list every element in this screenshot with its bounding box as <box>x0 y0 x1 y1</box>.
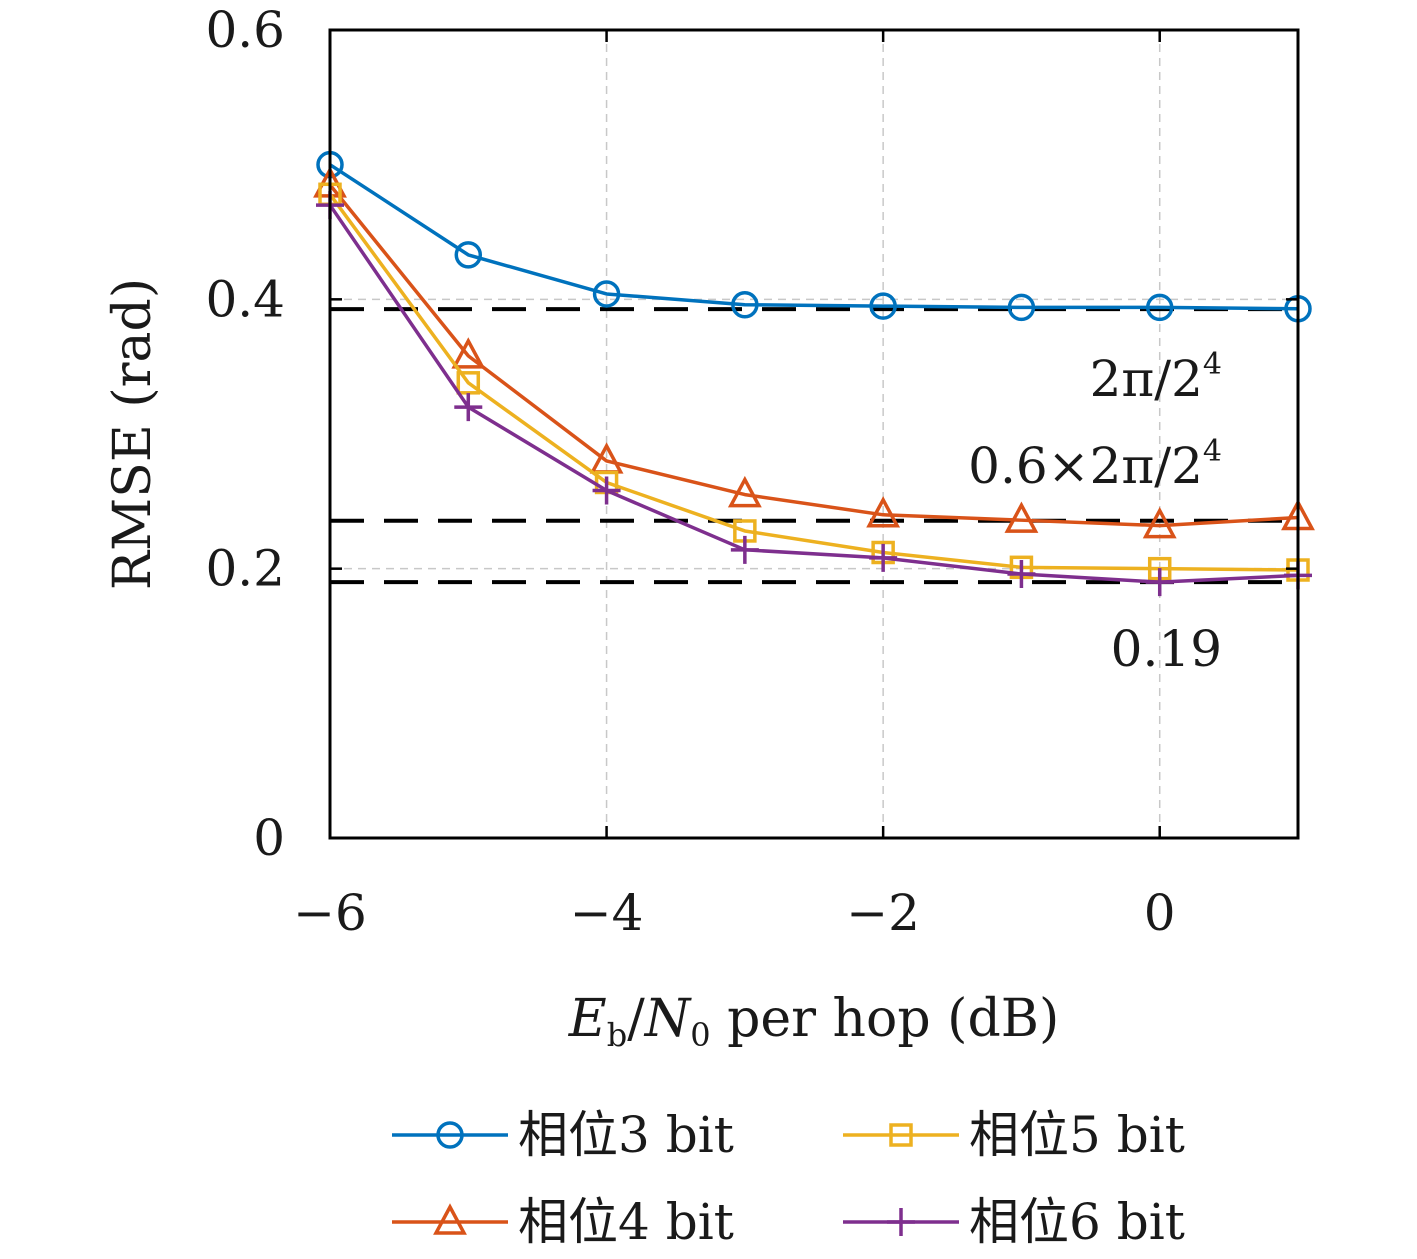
y-tick-label-3: 0.6 <box>205 1 285 59</box>
data-point-2-1 <box>456 371 481 395</box>
x-tick-label-2: −2 <box>846 884 920 942</box>
data-point-0-1 <box>454 241 483 269</box>
data-point-1-4 <box>866 496 901 528</box>
x-tick-label-3: 0 <box>1144 884 1176 942</box>
legend-marker-0 <box>436 1121 464 1149</box>
x-label-n: N <box>643 989 692 1049</box>
data-point-0-2 <box>592 280 621 308</box>
reference-label-1: 0.6×2π/24 <box>968 434 1222 495</box>
legend: 相位3 bit 相位4 bit 相位5 bit 相位6 bit <box>392 1106 1185 1251</box>
y-tick-label-2: 0.4 <box>205 270 285 328</box>
data-point-3-5 <box>1007 560 1036 589</box>
x-tick-label-0: −6 <box>293 884 367 942</box>
legend-marker-2 <box>889 1123 913 1147</box>
data-point-3-2 <box>592 476 621 505</box>
data-point-3-1 <box>454 393 483 422</box>
legend-marker-3 <box>887 1208 915 1236</box>
x-label-e: E <box>568 989 607 1049</box>
reference-labels: 2π/240.6×2π/240.19 <box>968 347 1222 678</box>
reference-label-2: 0.19 <box>1111 620 1222 678</box>
reference-label-0: 2π/24 <box>1090 347 1222 408</box>
legend-label-3: 相位6 bit <box>969 1193 1185 1251</box>
x-label-sub-b: b <box>607 1016 627 1054</box>
legend-label-2: 相位5 bit <box>969 1106 1185 1164</box>
legend-item-0: 相位3 bit <box>392 1106 734 1164</box>
legend-marker-1 <box>433 1203 467 1235</box>
grid-lines <box>330 30 1298 838</box>
axis-ticks: −6 −4 −2 0 0 0.2 0.4 0.6 <box>205 1 1298 942</box>
data-point-1-6 <box>1142 506 1177 539</box>
series-circle <box>316 150 1312 323</box>
data-point-1-1 <box>451 337 486 369</box>
x-label-sub-0: 0 <box>690 1016 710 1054</box>
series-line-2 <box>328 193 1299 572</box>
legend-item-1: 相位4 bit <box>392 1193 734 1251</box>
plot-frame <box>328 28 1300 840</box>
reference-label-main-0: 2π/2 <box>1090 350 1203 408</box>
series-line-3 <box>328 204 1299 584</box>
data-point-3-3 <box>730 535 759 564</box>
data-point-0-5 <box>1007 293 1036 322</box>
reference-label-sup-0: 4 <box>1203 347 1222 382</box>
series-plus <box>316 191 1312 597</box>
y-tick-label-0: 0 <box>253 809 285 867</box>
data-point-3-6 <box>1145 568 1174 597</box>
x-label-rest: per hop (dB) <box>711 989 1060 1049</box>
x-label-slash: / <box>627 989 645 1049</box>
data-point-0-4 <box>869 292 897 320</box>
y-axis-label: RMSE (rad) <box>103 278 163 590</box>
data-point-3-4 <box>869 543 898 572</box>
reference-label-main-2: 0.19 <box>1111 620 1222 678</box>
legend-label-0: 相位3 bit <box>518 1106 734 1164</box>
data-point-1-5 <box>1004 501 1039 533</box>
y-tick-label-1: 0.2 <box>205 540 285 598</box>
legend-item-3: 相位6 bit <box>843 1193 1185 1251</box>
data-point-0-6 <box>1145 293 1174 322</box>
reference-label-main-1: 0.6×2π/2 <box>968 437 1203 495</box>
reference-label-sup-1: 4 <box>1203 434 1222 469</box>
series-line-1 <box>328 183 1299 528</box>
x-axis-label: Eb/N0 per hop (dB) <box>568 989 1060 1054</box>
data-series <box>313 150 1315 597</box>
data-point-0-3 <box>731 290 759 319</box>
legend-label-1: 相位4 bit <box>518 1193 734 1251</box>
x-tick-label-1: −4 <box>570 884 644 942</box>
series-line-0 <box>329 163 1299 311</box>
data-point-1-3 <box>727 475 762 508</box>
legend-item-2: 相位5 bit <box>843 1106 1185 1164</box>
